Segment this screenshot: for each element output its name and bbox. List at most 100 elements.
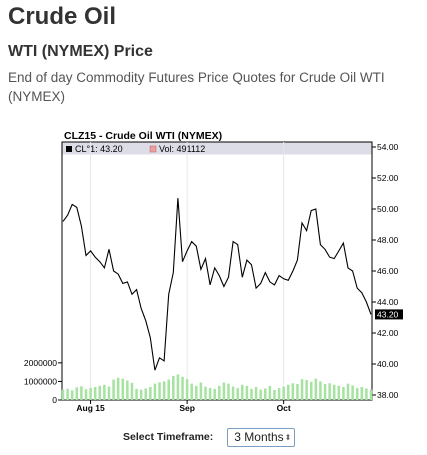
y-tick-label: 44.00 [377, 297, 399, 307]
volume-bar [75, 387, 79, 400]
x-tick-label: Oct [277, 403, 291, 413]
page-description: End of day Commodity Futures Price Quote… [8, 70, 385, 104]
volume-bar [227, 383, 230, 400]
volume-bar [149, 387, 152, 400]
volume-bar [351, 385, 354, 400]
volume-bar [314, 378, 318, 400]
volume-bar [305, 379, 308, 400]
volume-bar [236, 388, 239, 400]
volume-bar [204, 386, 207, 400]
x-tick-label: Sep [179, 403, 195, 413]
volume-tick-label: 1000000 [24, 376, 57, 386]
price-chart: CLZ15 - Crude Oil WTI (NYMEX) CL°1: 43.2… [24, 130, 403, 413]
price-series-line [62, 198, 372, 371]
timeframe-select[interactable]: 3 Months ⬍ [227, 427, 296, 447]
volume-bar [98, 385, 102, 400]
volume-bar [264, 388, 267, 400]
volume-bar [213, 388, 216, 400]
current-price-label: 43.20 [377, 309, 399, 319]
volume-bar [93, 387, 97, 400]
volume-bar [250, 388, 253, 400]
y-tick-label: 46.00 [377, 266, 399, 276]
volume-bar [112, 379, 115, 400]
volume-bar [135, 388, 138, 400]
volume-bar [342, 387, 345, 400]
y-tick-label: 38.00 [377, 390, 399, 400]
volume-bar [309, 381, 313, 400]
updown-arrow-icon: ⬍ [284, 432, 292, 442]
y-tick-label: 54.00 [377, 142, 399, 152]
legend-price-swatch [66, 146, 72, 152]
volume-bar [103, 384, 106, 400]
volume-bar [300, 379, 304, 400]
y-tick-label: 40.00 [377, 359, 399, 369]
volume-bar [107, 386, 111, 400]
volume-bar [70, 390, 74, 400]
volume-bar [190, 383, 193, 400]
volume-bar [291, 383, 295, 400]
volume-bar [144, 388, 148, 400]
volume-bar [222, 382, 226, 400]
volume-bar [176, 374, 180, 400]
volume-bar [172, 375, 175, 400]
volume-bar [80, 386, 83, 400]
volume-bar [158, 382, 161, 400]
legend-volume-swatch [149, 145, 157, 153]
timeframe-label: Select Timeframe: [123, 431, 214, 443]
volume-bar [84, 389, 88, 400]
volume-bar [245, 385, 249, 400]
volume-bar [116, 377, 120, 400]
volume-bar [139, 389, 143, 400]
volume-bar [254, 387, 258, 400]
volume-bar [126, 380, 129, 400]
volume-tick-label: 0 [52, 395, 57, 405]
volume-bar [208, 387, 212, 400]
volume-bar [185, 379, 189, 400]
volume-bar [218, 385, 221, 400]
volume-bar [332, 384, 336, 400]
x-tick-label: Aug 15 [76, 403, 105, 413]
y-tick-label: 52.00 [377, 173, 399, 183]
volume-bar [181, 376, 184, 400]
volume-bar [369, 389, 373, 400]
chart-title: CLZ15 - Crude Oil WTI (NYMEX) [64, 130, 222, 142]
volume-bar [273, 389, 276, 400]
y-tick-label: 50.00 [377, 204, 399, 214]
section-title: WTI (NYMEX) Price [8, 43, 153, 60]
volume-bar [231, 386, 235, 400]
volume-bar [337, 385, 341, 400]
volume-bar [323, 384, 327, 400]
timeframe-control: Select Timeframe: 3 Months ⬍ [123, 427, 296, 447]
volume-bar [268, 385, 272, 400]
volume-bar [259, 389, 262, 400]
volume-tick-label: 2000000 [24, 358, 57, 368]
volume-bar [346, 383, 350, 400]
volume-bar [167, 379, 170, 400]
timeframe-value: 3 Months [234, 430, 284, 444]
volume-bar [296, 384, 299, 400]
current-price-badge [375, 309, 403, 320]
legend-band [62, 142, 372, 155]
volume-bar [365, 388, 368, 400]
volume-bar [282, 386, 285, 400]
volume-bar [328, 383, 331, 400]
y-tick-label: 42.00 [377, 328, 399, 338]
volume-bar [286, 384, 290, 400]
legend-price-text: CL°1: 43.20 [75, 144, 123, 154]
volume-bar [66, 388, 69, 400]
volume-bar [199, 382, 203, 400]
volume-bar [89, 387, 92, 400]
volume-bar [277, 388, 281, 400]
volume-bar [121, 378, 125, 400]
volume-bar [241, 384, 244, 400]
legend-volume-text: Vol: 491112 [159, 144, 205, 154]
volume-bar [153, 383, 157, 400]
volume-bar [130, 382, 134, 400]
volume-bar [162, 381, 166, 400]
volume-bar [360, 387, 364, 400]
volume-bar [61, 389, 65, 400]
page-title: Crude Oil [8, 3, 117, 30]
y-tick-label: 48.00 [377, 235, 399, 245]
volume-bar [195, 385, 198, 400]
volume-bar [319, 381, 322, 400]
